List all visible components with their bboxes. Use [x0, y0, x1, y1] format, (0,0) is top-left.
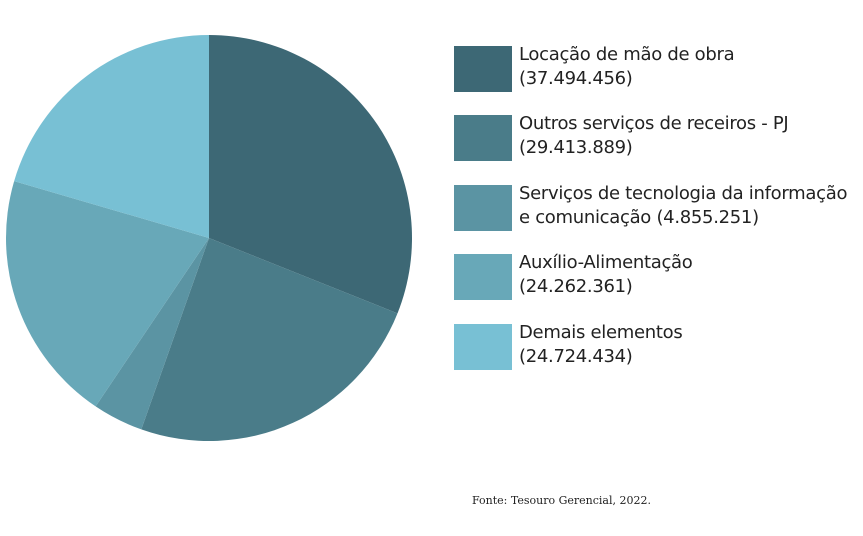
legend-swatch: [454, 115, 512, 161]
source-note: Fonte: Tesouro Gerencial, 2022.: [472, 494, 651, 507]
pie-chart: [5, 35, 412, 441]
pie-slice: [5, 181, 209, 407]
legend-item: Auxílio-Alimentação (24.262.361): [454, 252, 693, 300]
legend-swatch: [454, 46, 512, 92]
legend-value: (24.262.361): [519, 276, 633, 297]
legend-label: Locação de mão de obra: [519, 44, 735, 65]
pie-slice: [209, 35, 412, 314]
legend-item: Serviços de tecnologia da informação e co…: [454, 183, 848, 231]
legend-item: Outros serviços de receiros - PJ (29.413.…: [454, 113, 789, 161]
legend-swatch: [454, 185, 512, 231]
pie-slice: [14, 35, 209, 238]
legend-item: Demais elementos (24.724.434): [454, 322, 683, 370]
legend-label: Auxílio-Alimentação: [519, 252, 693, 273]
legend-value: (29.413.889): [519, 137, 633, 158]
legend-value: (37.494.456): [519, 68, 633, 89]
legend-swatch: [454, 254, 512, 300]
legend-label: Outros serviços de receiros - PJ: [519, 113, 789, 134]
legend-swatch: [454, 324, 512, 370]
legend-label: Demais elementos: [519, 322, 683, 343]
pie-slice: [95, 238, 209, 430]
pie-slice: [141, 238, 398, 441]
legend-item: Locação de mão de obra (37.494.456): [454, 44, 735, 92]
legend-label: Serviços de tecnologia da informação: [519, 183, 848, 204]
legend-value: (24.724.434): [519, 346, 633, 367]
legend-value: e comunicação (4.855.251): [519, 207, 759, 228]
